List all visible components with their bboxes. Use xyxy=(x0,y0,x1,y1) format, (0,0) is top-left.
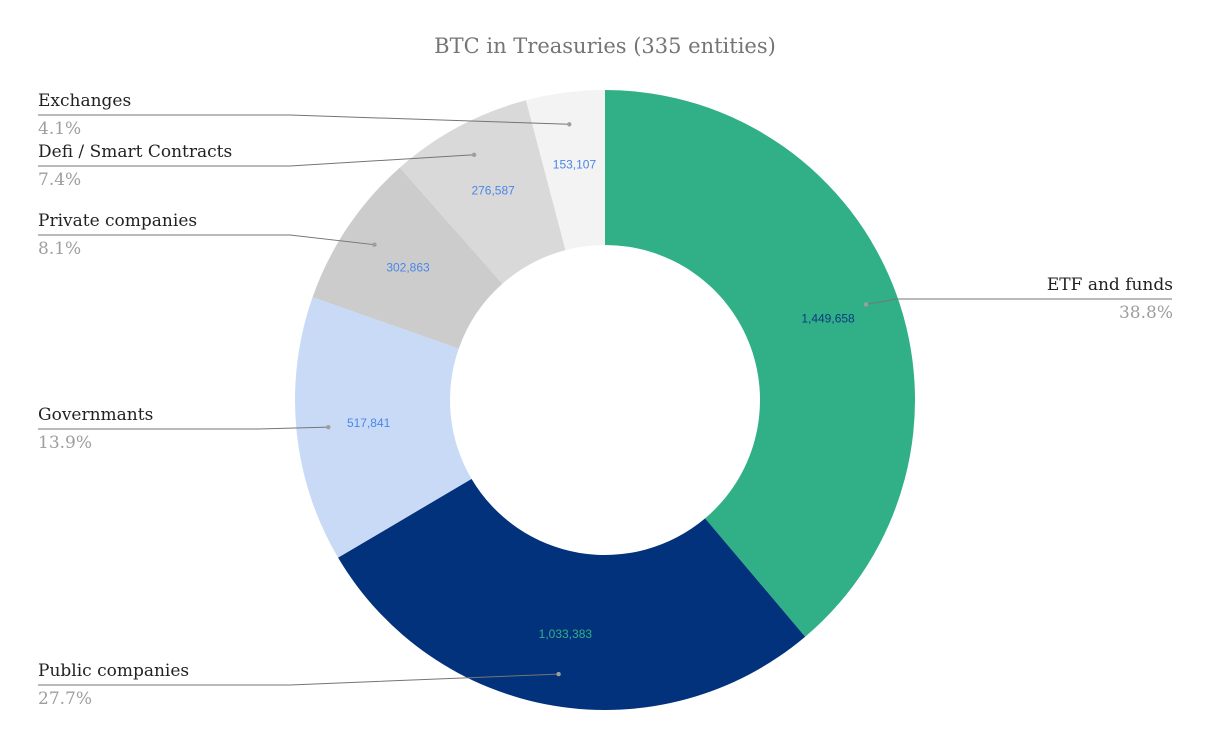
slice-private[interactable] xyxy=(312,167,503,349)
leader-dot-etf xyxy=(863,302,869,307)
leader-line-defi xyxy=(38,154,475,167)
leader-line-public xyxy=(38,673,559,686)
legend-pct-etf: 38.8% xyxy=(1118,303,1173,323)
donut-slices xyxy=(295,90,915,710)
slice-value-labels: 1,449,658 1,033,383 517,841 302,863 276,587 1… xyxy=(347,157,855,641)
leader-lines xyxy=(38,114,1172,686)
leader-dot-private xyxy=(372,242,377,247)
slice-etf[interactable] xyxy=(605,90,915,637)
legend-pct-private: 8.1% xyxy=(38,239,82,259)
leader-line-private xyxy=(38,234,375,246)
slice-value-private: 302,863 xyxy=(386,260,430,274)
legend-label-etf: ETF and funds xyxy=(1046,275,1173,295)
legend-label-exchanges: Exchanges xyxy=(38,91,132,111)
slice-public[interactable] xyxy=(338,478,806,710)
leader-dot-governments xyxy=(326,424,331,430)
slice-value-governments: 517,841 xyxy=(347,416,391,430)
legend-label-public: Public companies xyxy=(38,661,190,681)
legend-pct-exchanges: 4.1% xyxy=(38,119,82,139)
slice-value-defi: 276,587 xyxy=(471,183,515,197)
slice-governments[interactable] xyxy=(295,297,472,558)
legend-pct-public: 27.7% xyxy=(38,689,93,709)
leader-dot-exchanges xyxy=(567,122,572,127)
legend-label-private: Private companies xyxy=(38,211,198,231)
slice-defi[interactable] xyxy=(399,100,566,284)
leader-dot-defi xyxy=(471,152,477,157)
leader-line-etf xyxy=(865,298,1172,305)
slice-value-exchanges: 153,107 xyxy=(553,157,597,171)
leader-line-exchanges xyxy=(38,114,570,125)
leader-dot-public xyxy=(556,671,561,677)
legend-pct-defi: 7.4% xyxy=(38,170,82,190)
slice-value-etf: 1,449,658 xyxy=(801,311,855,325)
chart-title: BTC in Treasuries (335 entities) xyxy=(434,34,776,58)
legend-label-defi: Defi / Smart Contracts xyxy=(38,142,233,162)
slice-exchanges[interactable] xyxy=(526,90,605,251)
legend-label-governments: Governmants xyxy=(38,405,154,425)
leader-line-governments xyxy=(38,426,329,430)
slice-value-public: 1,033,383 xyxy=(539,627,593,641)
legend-pct-governments: 13.9% xyxy=(38,433,93,453)
